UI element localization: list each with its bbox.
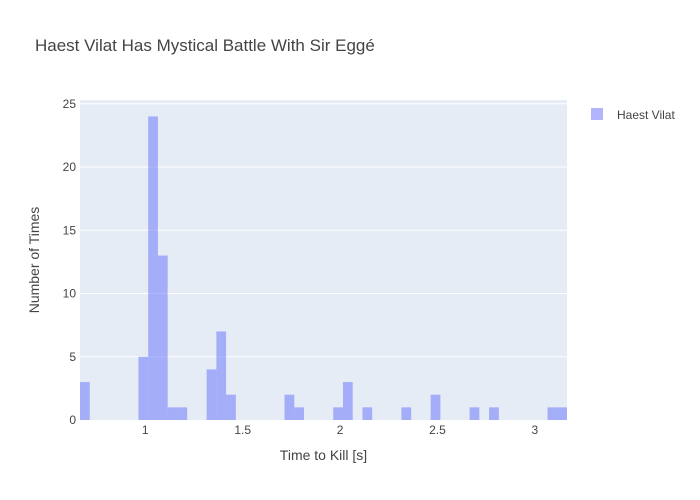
histogram-bar <box>284 394 295 420</box>
legend-swatch-haest-vilat[interactable] <box>591 108 603 120</box>
histogram-bar <box>157 255 168 420</box>
y-tick-label: 20 <box>63 160 77 174</box>
histogram-bar <box>177 407 188 420</box>
x-axis-title: Time to Kill [s] <box>280 447 367 463</box>
histogram-bar <box>547 407 558 420</box>
histogram-bar <box>226 394 236 420</box>
legend-label-haest-vilat[interactable]: Haest Vilat <box>617 108 675 122</box>
histogram-bar <box>489 407 499 420</box>
histogram-bar <box>216 331 227 420</box>
y-tick-label: 25 <box>63 97 77 111</box>
y-axis-ticks: 0 5 10 15 20 25 <box>63 97 77 427</box>
y-tick-label: 5 <box>69 350 76 364</box>
legend[interactable]: Haest Vilat <box>591 108 675 122</box>
histogram-bar <box>469 407 480 420</box>
histogram-bar <box>557 407 567 420</box>
histogram-bar <box>401 407 412 420</box>
x-tick-label: 2.5 <box>429 423 446 437</box>
histogram-bar <box>342 382 353 420</box>
histogram-bar <box>430 394 441 420</box>
y-tick-label: 15 <box>63 223 77 237</box>
histogram-bar <box>362 407 373 420</box>
histogram-bar <box>167 407 178 420</box>
x-axis-ticks: 1 1.5 2 2.5 3 <box>142 423 539 437</box>
histogram-bar <box>138 356 149 420</box>
histogram-bar <box>80 382 90 420</box>
chart-title: Haest Vilat Has Mystical Battle With Sir… <box>35 36 375 55</box>
x-tick-label: 3 <box>532 423 539 437</box>
y-axis-title: Number of Times <box>26 207 42 314</box>
x-tick-label: 1 <box>142 423 149 437</box>
histogram-bar <box>333 407 343 420</box>
x-tick-label: 2 <box>337 423 344 437</box>
histogram-bars <box>80 116 567 420</box>
y-tick-label: 0 <box>69 413 76 427</box>
histogram-bar <box>148 116 158 420</box>
y-tick-label: 10 <box>63 287 77 301</box>
histogram-bar <box>294 407 305 420</box>
histogram-bar <box>206 369 217 420</box>
x-tick-label: 1.5 <box>234 423 251 437</box>
